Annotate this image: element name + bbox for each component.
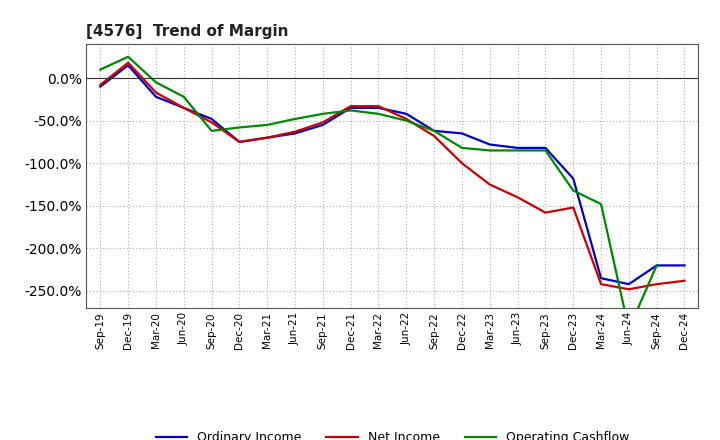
Operating Cashflow [207, 128, 216, 133]
Ordinary Income [96, 84, 104, 89]
Ordinary Income [458, 131, 467, 136]
Operating Cashflow [652, 263, 661, 268]
Ordinary Income [235, 139, 243, 145]
Ordinary Income [541, 145, 550, 150]
Ordinary Income [680, 263, 689, 268]
Ordinary Income [291, 131, 300, 136]
Line: Ordinary Income: Ordinary Income [100, 65, 685, 284]
Net Income [179, 105, 188, 110]
Ordinary Income [207, 116, 216, 121]
Ordinary Income [402, 111, 410, 117]
Ordinary Income [179, 105, 188, 110]
Operating Cashflow [124, 54, 132, 59]
Operating Cashflow [235, 125, 243, 130]
Net Income [569, 205, 577, 210]
Ordinary Income [124, 62, 132, 68]
Ordinary Income [624, 282, 633, 287]
Ordinary Income [318, 122, 327, 128]
Net Income [318, 120, 327, 125]
Operating Cashflow [402, 118, 410, 123]
Net Income [291, 129, 300, 134]
Operating Cashflow [96, 67, 104, 72]
Operating Cashflow [541, 148, 550, 153]
Line: Operating Cashflow: Operating Cashflow [100, 57, 657, 329]
Ordinary Income [485, 142, 494, 147]
Net Income [485, 182, 494, 187]
Ordinary Income [152, 94, 161, 99]
Net Income [597, 282, 606, 287]
Net Income [263, 135, 271, 140]
Net Income [374, 103, 383, 109]
Net Income [96, 82, 104, 88]
Operating Cashflow [513, 148, 522, 153]
Net Income [402, 116, 410, 121]
Operating Cashflow [346, 108, 355, 113]
Operating Cashflow [374, 111, 383, 117]
Net Income [652, 282, 661, 287]
Net Income [680, 278, 689, 283]
Net Income [207, 120, 216, 125]
Operating Cashflow [569, 188, 577, 193]
Operating Cashflow [485, 148, 494, 153]
Operating Cashflow [263, 122, 271, 128]
Net Income [152, 90, 161, 95]
Operating Cashflow [597, 202, 606, 207]
Net Income [541, 210, 550, 215]
Operating Cashflow [624, 326, 633, 332]
Ordinary Income [652, 263, 661, 268]
Legend: Ordinary Income, Net Income, Operating Cashflow: Ordinary Income, Net Income, Operating C… [150, 425, 635, 440]
Ordinary Income [346, 105, 355, 110]
Operating Cashflow [291, 116, 300, 121]
Operating Cashflow [179, 94, 188, 99]
Operating Cashflow [318, 111, 327, 117]
Ordinary Income [597, 275, 606, 281]
Ordinary Income [374, 105, 383, 110]
Ordinary Income [430, 128, 438, 133]
Net Income [624, 286, 633, 292]
Operating Cashflow [458, 145, 467, 150]
Net Income [235, 139, 243, 145]
Ordinary Income [569, 176, 577, 181]
Operating Cashflow [430, 128, 438, 133]
Text: [4576]  Trend of Margin: [4576] Trend of Margin [86, 24, 289, 39]
Line: Net Income: Net Income [100, 63, 685, 289]
Net Income [124, 60, 132, 66]
Net Income [346, 103, 355, 109]
Operating Cashflow [152, 80, 161, 85]
Net Income [513, 194, 522, 200]
Net Income [430, 133, 438, 139]
Ordinary Income [513, 145, 522, 150]
Ordinary Income [263, 135, 271, 140]
Net Income [458, 161, 467, 166]
